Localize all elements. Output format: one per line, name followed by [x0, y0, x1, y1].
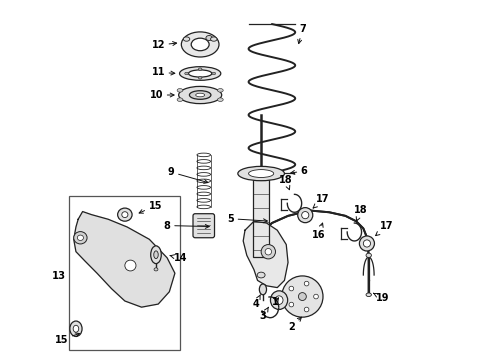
Text: 18: 18: [354, 206, 368, 221]
Bar: [253, 173, 269, 257]
Ellipse shape: [304, 307, 309, 312]
Ellipse shape: [314, 294, 318, 299]
Ellipse shape: [289, 286, 294, 291]
Ellipse shape: [154, 251, 158, 258]
Ellipse shape: [218, 89, 223, 92]
Ellipse shape: [359, 236, 374, 251]
Text: 17: 17: [376, 221, 393, 235]
Ellipse shape: [282, 276, 323, 317]
Text: 5: 5: [227, 214, 268, 224]
Ellipse shape: [154, 268, 158, 271]
Ellipse shape: [177, 89, 183, 92]
Text: 16: 16: [312, 223, 325, 239]
Ellipse shape: [212, 72, 216, 75]
Text: 10: 10: [149, 90, 174, 100]
Ellipse shape: [218, 98, 223, 102]
Ellipse shape: [122, 212, 128, 217]
Ellipse shape: [191, 38, 209, 51]
Text: 8: 8: [164, 221, 209, 230]
Ellipse shape: [248, 170, 274, 177]
Ellipse shape: [74, 231, 87, 244]
Ellipse shape: [265, 248, 271, 255]
FancyBboxPatch shape: [193, 214, 215, 238]
Ellipse shape: [70, 321, 82, 337]
Text: 19: 19: [373, 293, 390, 303]
Text: 15: 15: [139, 201, 162, 213]
Ellipse shape: [77, 235, 83, 240]
Ellipse shape: [118, 208, 132, 221]
Polygon shape: [74, 212, 175, 307]
Ellipse shape: [275, 296, 283, 305]
Text: 7: 7: [298, 24, 306, 44]
Ellipse shape: [259, 284, 267, 295]
Ellipse shape: [302, 212, 309, 219]
Ellipse shape: [190, 91, 211, 99]
Ellipse shape: [211, 37, 217, 41]
Text: 11: 11: [151, 67, 175, 77]
Text: 15: 15: [55, 333, 79, 345]
Ellipse shape: [196, 93, 205, 97]
Ellipse shape: [183, 37, 190, 41]
Polygon shape: [243, 221, 288, 288]
Ellipse shape: [185, 72, 188, 75]
Text: 2: 2: [288, 317, 301, 332]
Ellipse shape: [181, 32, 219, 57]
Text: 12: 12: [151, 40, 176, 50]
Text: 3: 3: [260, 307, 269, 321]
Ellipse shape: [73, 325, 79, 332]
Ellipse shape: [261, 244, 275, 259]
Text: 4: 4: [252, 295, 260, 309]
Text: 13: 13: [52, 271, 66, 281]
Bar: [69, 196, 180, 350]
Ellipse shape: [289, 302, 294, 307]
Ellipse shape: [179, 67, 221, 80]
Ellipse shape: [206, 36, 212, 41]
Text: 9: 9: [168, 167, 208, 183]
Ellipse shape: [304, 281, 309, 286]
Ellipse shape: [198, 77, 202, 79]
Ellipse shape: [177, 98, 183, 102]
Ellipse shape: [298, 208, 313, 223]
Text: 6: 6: [291, 166, 308, 176]
Ellipse shape: [298, 293, 306, 301]
Ellipse shape: [179, 86, 221, 104]
Ellipse shape: [238, 166, 285, 181]
Ellipse shape: [151, 246, 161, 264]
Ellipse shape: [270, 291, 288, 310]
Ellipse shape: [125, 260, 136, 271]
Ellipse shape: [366, 293, 371, 297]
Ellipse shape: [198, 68, 202, 71]
Ellipse shape: [257, 272, 265, 278]
Text: 18: 18: [279, 175, 293, 190]
Ellipse shape: [366, 253, 371, 257]
Ellipse shape: [189, 70, 212, 77]
Text: 14: 14: [170, 253, 188, 263]
Text: 1: 1: [272, 297, 279, 307]
Ellipse shape: [364, 240, 370, 247]
Text: 17: 17: [313, 194, 330, 208]
